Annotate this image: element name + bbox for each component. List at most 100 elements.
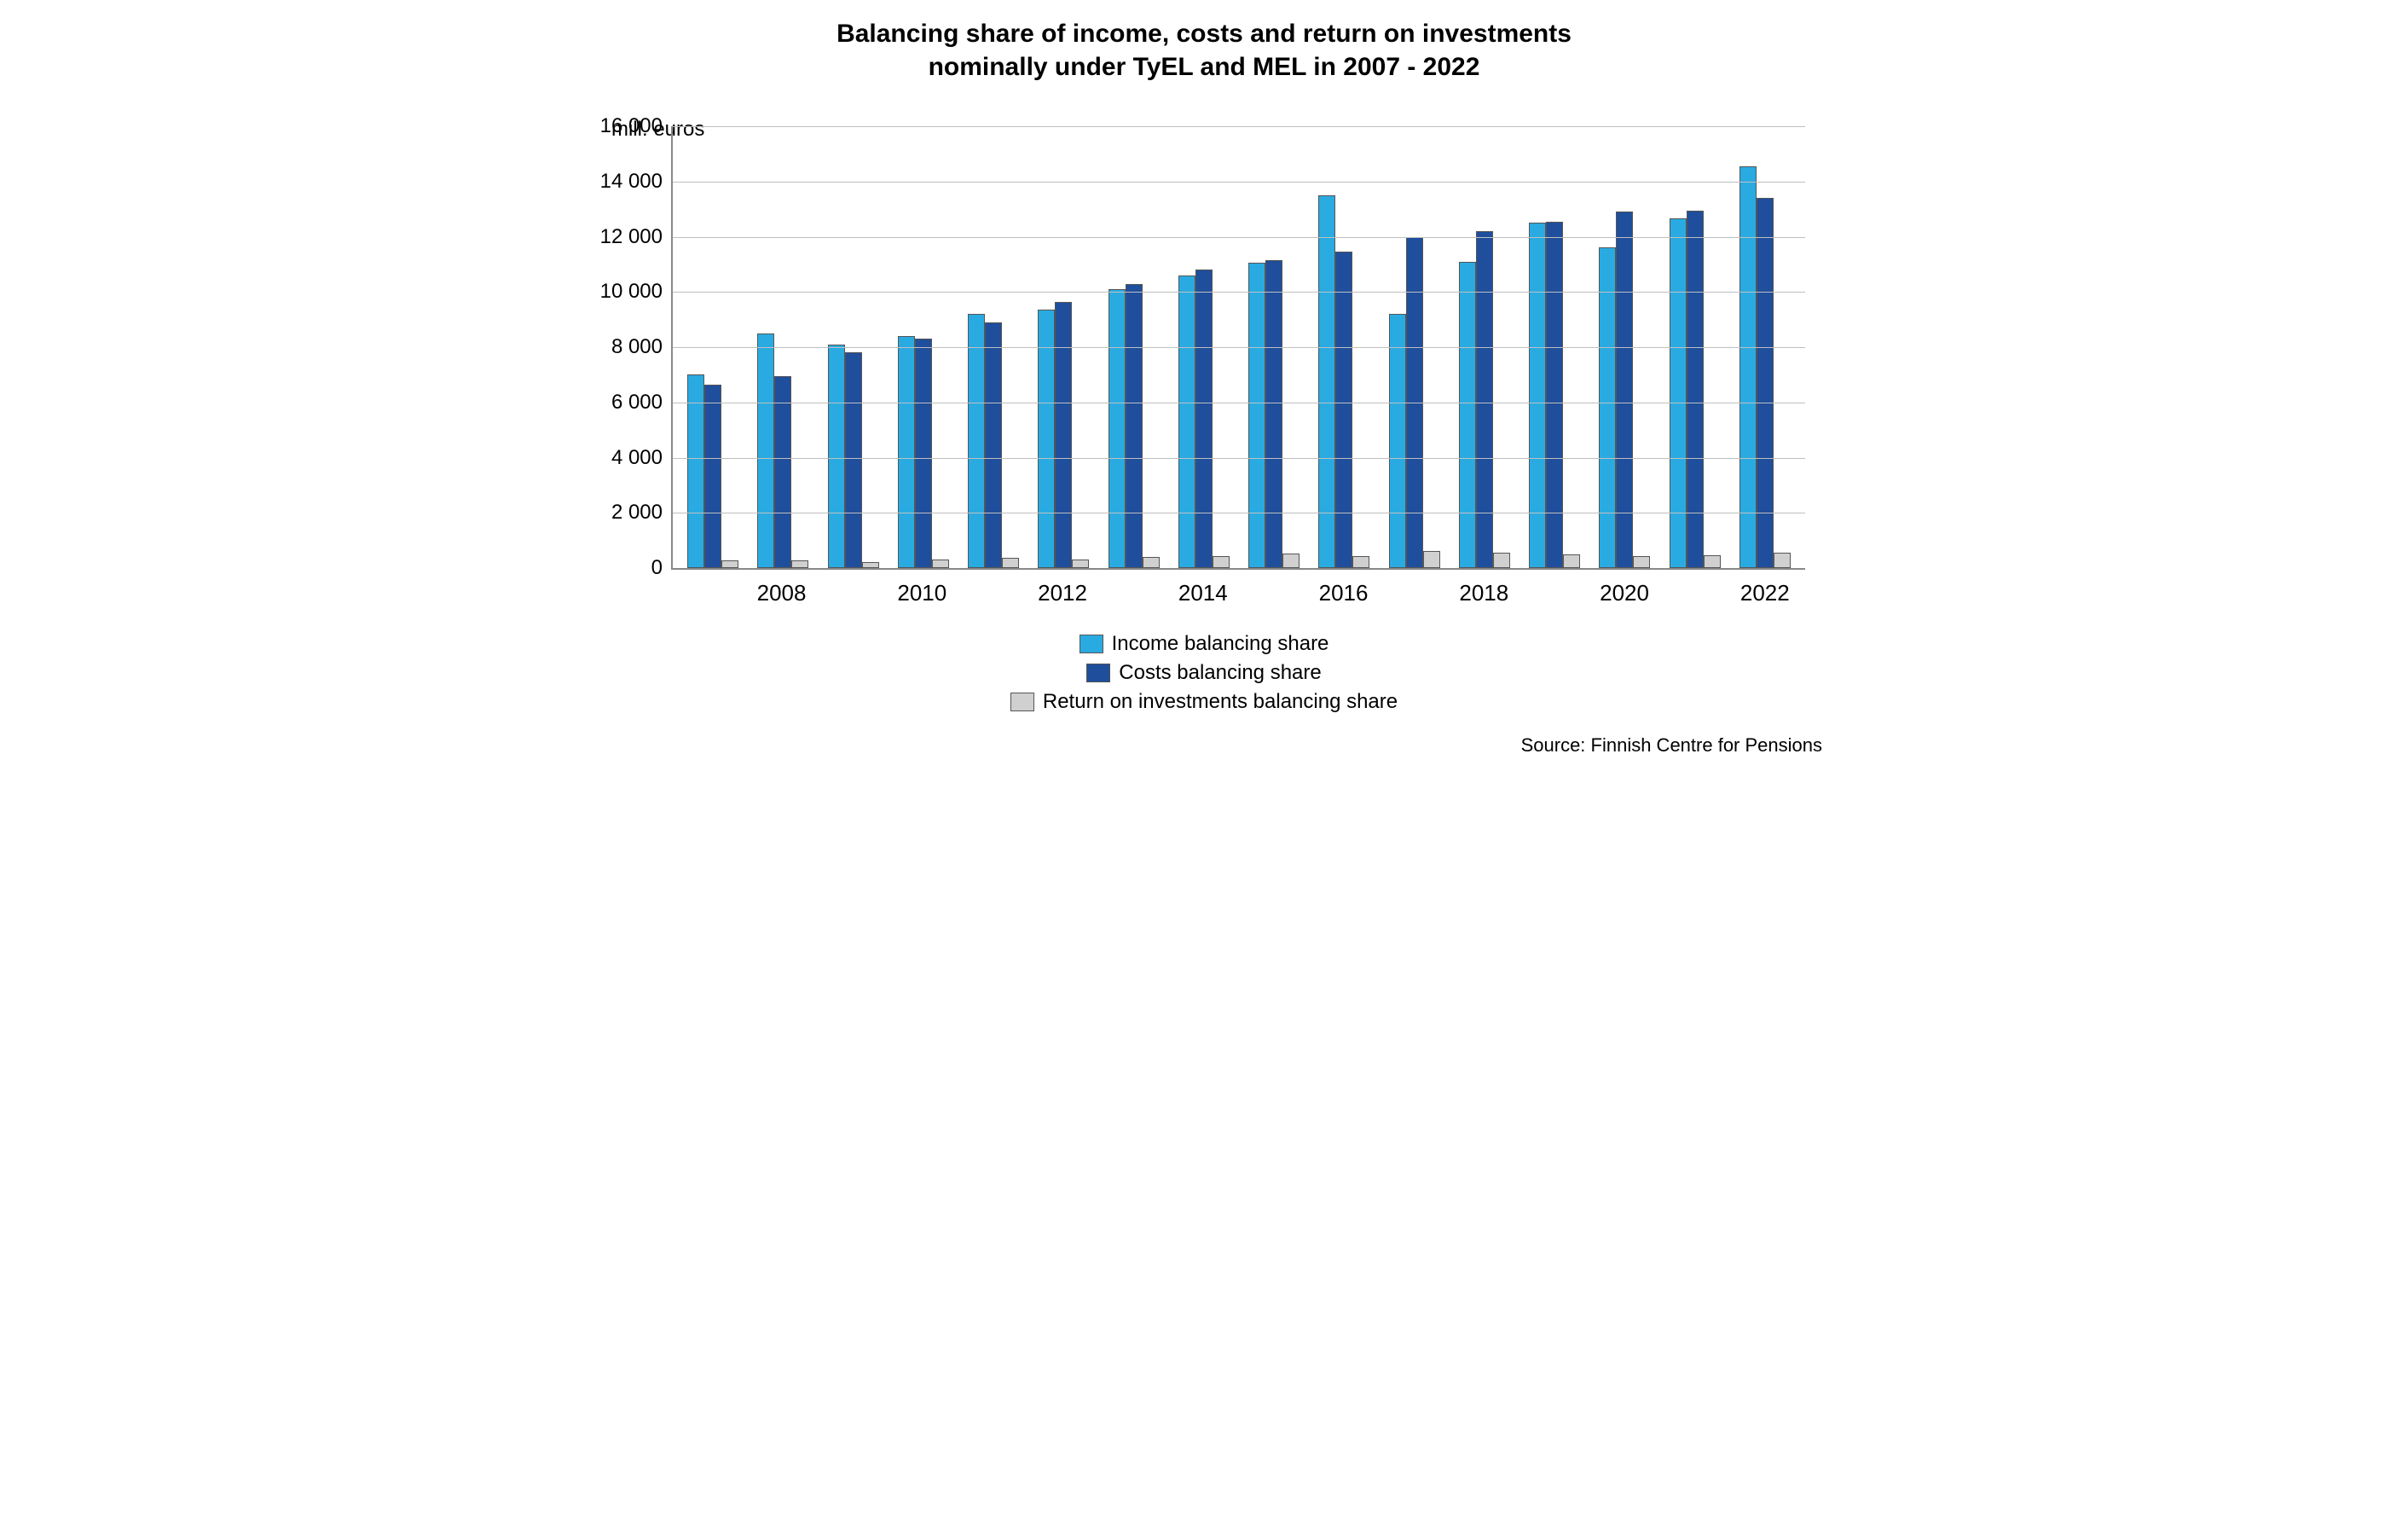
bar [1248, 263, 1265, 568]
legend: Income balancing share Costs balancing sh… [586, 632, 1822, 714]
year-group [1450, 231, 1519, 568]
x-tick-label [1379, 580, 1449, 606]
x-tick-label [1097, 580, 1167, 606]
bar [721, 560, 738, 568]
plot-wrapper: mill. euros 02 0004 0006 0008 00010 0001… [671, 126, 1805, 606]
bar [1352, 556, 1369, 568]
x-tick-label [1238, 580, 1308, 606]
chart-container: Balancing share of income, costs and ret… [586, 17, 1822, 757]
year-group [748, 333, 818, 568]
bar [1038, 310, 1055, 568]
year-group [1099, 284, 1169, 568]
bar [1687, 211, 1704, 568]
bar [1563, 554, 1580, 568]
bar [932, 560, 949, 568]
bar [791, 560, 808, 568]
y-tick-label: 16 000 [600, 114, 673, 138]
x-tick-label: 2020 [1589, 580, 1659, 606]
gridline [673, 182, 1805, 183]
year-group [1660, 211, 1730, 568]
bar [915, 339, 932, 568]
legend-label: Costs balancing share [1119, 661, 1321, 685]
bar [1739, 166, 1757, 568]
bar [1493, 553, 1510, 568]
x-tick-label: 2012 [1027, 580, 1097, 606]
bar [1143, 557, 1160, 568]
bar [1476, 231, 1493, 568]
bar [828, 345, 845, 568]
bar [1670, 218, 1687, 568]
year-group [1730, 166, 1800, 568]
bar [1529, 223, 1546, 568]
bar [774, 376, 791, 568]
y-tick-label: 10 000 [600, 280, 673, 304]
bar [1265, 260, 1282, 568]
bar [1002, 558, 1019, 568]
title-line-2: nominally under TyEL and MEL in 2007 - 2… [929, 53, 1480, 81]
x-axis: 2008 2010 2012 2014 2016 2018 2020 2022 [671, 580, 1805, 606]
x-tick-label [676, 580, 746, 606]
year-group [1519, 222, 1589, 568]
bar [687, 374, 704, 568]
y-tick-label: 0 [651, 556, 673, 580]
bar [1126, 284, 1143, 568]
x-tick-label: 2018 [1449, 580, 1519, 606]
x-tick-label [817, 580, 887, 606]
legend-swatch [1010, 693, 1034, 711]
bar [985, 322, 1002, 568]
bar [1072, 560, 1089, 568]
legend-swatch [1080, 635, 1103, 653]
year-group [1169, 270, 1239, 568]
legend-item: Return on investments balancing share [1010, 690, 1398, 714]
bar [1282, 554, 1300, 568]
x-tick-label [1659, 580, 1729, 606]
bar [704, 385, 721, 568]
x-tick-label [958, 580, 1027, 606]
bar [1389, 314, 1406, 568]
legend-label: Return on investments balancing share [1043, 690, 1398, 714]
bar [1213, 556, 1230, 568]
bar [862, 562, 879, 568]
bar [1178, 275, 1195, 568]
x-tick-label [1519, 580, 1589, 606]
bar [1459, 262, 1476, 568]
bar [845, 352, 862, 568]
x-tick-label: 2022 [1730, 580, 1800, 606]
x-tick-label: 2016 [1308, 580, 1378, 606]
x-tick-label: 2010 [887, 580, 957, 606]
gridline [673, 347, 1805, 348]
y-tick-label: 6 000 [611, 391, 673, 415]
source-text: Source: Finnish Centre for Pensions [586, 734, 1822, 757]
year-group [678, 374, 748, 568]
year-group [1028, 302, 1098, 568]
title-line-1: Balancing share of income, costs and ret… [836, 20, 1572, 48]
y-tick-label: 2 000 [611, 501, 673, 525]
bar [1616, 212, 1633, 568]
y-tick-label: 14 000 [600, 170, 673, 194]
bar [1599, 247, 1616, 568]
x-tick-label: 2008 [746, 580, 816, 606]
gridline [673, 237, 1805, 238]
y-tick-label: 12 000 [600, 225, 673, 249]
year-group [1589, 212, 1659, 568]
year-group [958, 314, 1028, 568]
gridline [673, 292, 1805, 293]
bar [1423, 551, 1440, 568]
legend-label: Income balancing share [1112, 632, 1329, 656]
bar [1633, 556, 1650, 568]
bar [757, 333, 774, 568]
x-tick-label: 2014 [1168, 580, 1238, 606]
bar [1108, 289, 1126, 568]
bar [1546, 222, 1563, 568]
legend-swatch [1086, 664, 1110, 682]
gridline [673, 126, 1805, 127]
y-tick-label: 8 000 [611, 335, 673, 359]
bar [1195, 270, 1213, 568]
bar [1335, 252, 1352, 568]
bar [898, 336, 915, 568]
bar [1055, 302, 1072, 568]
chart-title: Balancing share of income, costs and ret… [586, 17, 1822, 84]
gridline [673, 458, 1805, 459]
bar [1704, 555, 1721, 568]
legend-item: Income balancing share [1080, 632, 1329, 656]
